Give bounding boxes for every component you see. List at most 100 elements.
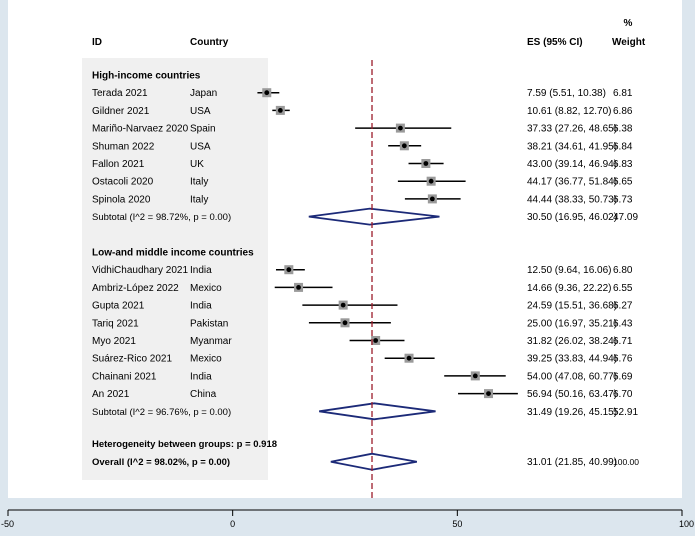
- g0-s4-study-weight: 6.83: [613, 159, 633, 170]
- g1-s5-study-weight: 6.76: [613, 354, 633, 365]
- group-1-subtotal-weight: 52.91: [613, 407, 638, 418]
- header-id: ID: [92, 37, 102, 48]
- g0-s2-study-id: Mariño-Narvaez 2020: [92, 124, 189, 135]
- g0-s1-point-estimate: [277, 108, 283, 113]
- g0-s4-study-id: Fallon 2021: [92, 159, 145, 170]
- overall-diamond: [330, 452, 418, 471]
- g1-s2-study-id: Gupta 2021: [92, 301, 145, 312]
- x-tick-label-1: 0: [230, 519, 235, 529]
- g0-s1-study-weight: 6.86: [613, 106, 633, 117]
- g0-s5-study-id: Ostacoli 2020: [92, 177, 154, 188]
- header-es: ES (95% CI): [527, 37, 583, 48]
- g0-s3-study-country: USA: [190, 141, 211, 152]
- group-0-subtotal-label: Subtotal (I^2 = 98.72%, p = 0.00): [92, 212, 231, 223]
- group-0-subtotal-es-text: 30.50 (16.95, 46.02): [527, 212, 617, 223]
- g1-s6-point-estimate: [472, 373, 478, 379]
- g0-s3-study-es-text: 38.21 (34.61, 41.95): [527, 141, 617, 152]
- g0-s1-study-id: Gildner 2021: [92, 106, 150, 117]
- group-1-subtotal-es-text: 31.49 (19.26, 45.15): [527, 407, 617, 418]
- g1-s2-study-weight: 6.27: [613, 301, 633, 312]
- x-tick-label-2: 50: [452, 519, 462, 529]
- overall-es-text: 31.01 (21.85, 40.99): [527, 457, 617, 468]
- g1-s5-study-es-text: 39.25 (33.83, 44.94): [527, 354, 617, 365]
- g1-s4-point-estimate: [373, 338, 379, 343]
- g1-s0-point-estimate: [286, 267, 292, 273]
- g0-s5-study-country: Italy: [190, 177, 208, 188]
- g1-s1-study-id: Ambriz-López 2022: [92, 283, 179, 294]
- g1-s3-study-country: Pakistan: [190, 318, 228, 329]
- overall-weight: 100.00: [613, 457, 639, 467]
- g0-s6-study-es-text: 44.44 (38.33, 50.73): [527, 194, 617, 205]
- g0-s4-study-country: UK: [190, 159, 204, 170]
- g1-s5-study-country: Mexico: [190, 354, 222, 365]
- g0-s2-study-weight: 6.38: [613, 124, 633, 135]
- g0-s3-point-estimate: [401, 143, 407, 149]
- g1-s3-study-id: Tariq 2021: [92, 318, 139, 329]
- g1-s0-study-id: VidhiChaudhary 2021: [92, 265, 188, 276]
- g1-s3-study-weight: 6.43: [613, 318, 633, 329]
- g0-s6-study-country: Italy: [190, 194, 208, 205]
- group-1-subtotal-diamond: [319, 402, 436, 421]
- g1-s2-point-estimate: [340, 302, 346, 308]
- g0-s5-study-weight: 6.65: [613, 177, 633, 188]
- g1-s7-study-country: China: [190, 389, 217, 400]
- heterogeneity-text: Heterogeneity between groups: p = 0.918: [92, 439, 277, 450]
- g1-s4-study-id: Myo 2021: [92, 336, 136, 347]
- group-0-title: High-income countries: [92, 71, 201, 82]
- group-0-subtotal-weight: 47.09: [613, 212, 638, 223]
- g0-s5-point-estimate: [428, 178, 434, 184]
- g1-s7-study-weight: 6.70: [613, 389, 633, 400]
- g1-s2-study-es-text: 24.59 (15.51, 36.68): [527, 301, 617, 312]
- g1-s7-study-es-text: 56.94 (50.16, 63.47): [527, 389, 617, 400]
- g0-s5-study-es-text: 44.17 (36.77, 51.84): [527, 177, 617, 188]
- g1-s6-study-es-text: 54.00 (47.08, 60.77): [527, 371, 617, 382]
- group-0-subtotal-diamond: [308, 207, 440, 226]
- g0-s6-study-id: Spinola 2020: [92, 194, 151, 205]
- g1-s4-study-weight: 6.71: [613, 336, 633, 347]
- g0-s4-point-estimate: [423, 161, 429, 166]
- g0-s1-study-es-text: 10.61 (8.82, 12.70): [527, 106, 612, 117]
- g0-s0-study-country: Japan: [190, 88, 217, 99]
- g0-s4-study-es-text: 43.00 (39.14, 46.94): [527, 159, 617, 170]
- g0-s2-study-es-text: 37.33 (27.26, 48.65): [527, 124, 617, 135]
- group-1-title: Low-and middle income countries: [92, 248, 254, 259]
- g0-s0-study-es-text: 7.59 (5.51, 10.38): [527, 88, 606, 99]
- g1-s3-study-es-text: 25.00 (16.97, 35.21): [527, 318, 617, 329]
- g0-s1-study-country: USA: [190, 106, 211, 117]
- g0-s2-study-country: Spain: [190, 124, 216, 135]
- x-tick-label-0: -50: [1, 519, 14, 529]
- g0-s6-study-weight: 6.73: [613, 194, 633, 205]
- header-weight: Weight: [612, 37, 646, 48]
- x-tick-label-3: 100: [679, 519, 694, 529]
- header-weight-pct: %: [624, 18, 633, 29]
- g1-s2-study-country: India: [190, 301, 212, 312]
- g1-s0-study-weight: 6.80: [613, 265, 633, 276]
- g0-s2-point-estimate: [398, 125, 403, 131]
- g1-s1-study-es-text: 14.66 (9.36, 22.22): [527, 283, 612, 294]
- g1-s1-study-weight: 6.55: [613, 283, 633, 294]
- label-area: [82, 58, 268, 480]
- g1-s6-study-id: Chainani 2021: [92, 371, 157, 382]
- g1-s7-study-id: An 2021: [92, 389, 130, 400]
- g0-s0-study-weight: 6.81: [613, 88, 633, 99]
- g0-s0-point-estimate: [264, 90, 270, 96]
- g1-s4-study-country: Myanmar: [190, 336, 232, 347]
- header-country: Country: [190, 37, 229, 48]
- g1-s1-study-country: Mexico: [190, 283, 222, 294]
- g1-s0-study-country: India: [190, 265, 212, 276]
- g1-s1-point-estimate: [296, 285, 301, 290]
- g1-s0-study-es-text: 12.50 (9.64, 16.06): [527, 265, 612, 276]
- g0-s0-study-id: Terada 2021: [92, 88, 148, 99]
- group-1-subtotal-label: Subtotal (I^2 = 96.76%, p = 0.00): [92, 407, 231, 418]
- g1-s5-study-id: Suárez-Rico 2021: [92, 354, 172, 365]
- g0-s6-point-estimate: [429, 196, 435, 202]
- g1-s6-study-weight: 6.69: [613, 371, 633, 382]
- g0-s3-study-id: Shuman 2022: [92, 141, 155, 152]
- g1-s6-study-country: India: [190, 371, 212, 382]
- g1-s4-study-es-text: 31.82 (26.02, 38.24): [527, 336, 617, 347]
- g0-s3-study-weight: 6.84: [613, 141, 633, 152]
- overall-label: Overall (I^2 = 98.02%, p = 0.00): [92, 457, 230, 468]
- g1-s5-point-estimate: [406, 355, 412, 361]
- g1-s7-point-estimate: [486, 391, 491, 396]
